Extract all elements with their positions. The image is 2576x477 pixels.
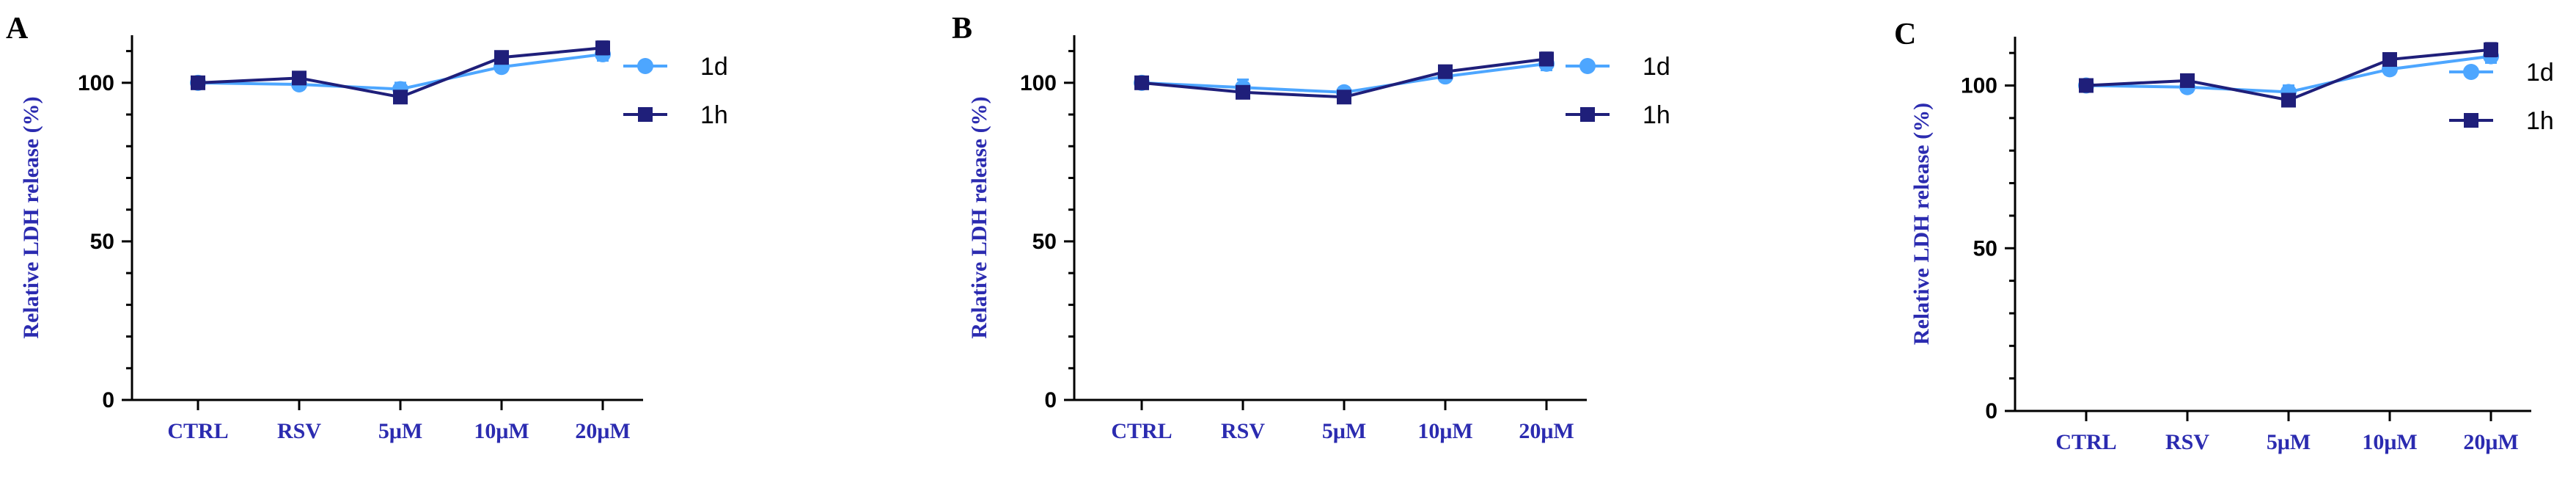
y-tick-label: 0	[1985, 399, 1997, 423]
x-tick-label: 10μM	[2362, 430, 2417, 454]
x-tick-label: 5μM	[1322, 419, 1366, 443]
x-tick-label: 20μM	[2463, 430, 2518, 454]
y-tick-label: 100	[1961, 74, 1997, 98]
legend-label: 1h	[2526, 107, 2554, 135]
legend-item-1d: 1d	[1566, 53, 1670, 81]
x-tick-label: 10μM	[1417, 419, 1472, 443]
data-point-1h	[2484, 42, 2498, 57]
x-tick-label: RSV	[277, 419, 321, 443]
data-point-1h	[1438, 64, 1453, 79]
series-1h	[191, 40, 610, 105]
y-tick-label: 0	[1044, 388, 1057, 412]
data-point-1h	[1337, 90, 1351, 105]
chart-panel-b: B Relative LDH release (%) 0 50 100 CTRL RSV 5μ…	[952, 12, 1670, 443]
x-tick-label: 20μM	[1519, 419, 1574, 443]
data-point-1h	[1236, 84, 1250, 100]
y-axis-label: Relative LDH release (%)	[1909, 103, 1934, 345]
data-point-1h	[2180, 73, 2195, 88]
legend-label: 1d	[700, 53, 728, 81]
legend-label: 1h	[1643, 101, 1670, 129]
data-point-1h	[1539, 51, 1554, 67]
legend-swatch-marker	[2463, 64, 2479, 80]
data-point-1h	[595, 40, 610, 56]
legend-swatch-marker	[1580, 107, 1595, 122]
data-point-1h	[2281, 92, 2296, 108]
legend-item-1h: 1h	[1566, 101, 1670, 129]
data-point-1h	[292, 70, 307, 86]
x-tick-label: 20μM	[575, 419, 630, 443]
x-tick-label: 5μM	[378, 419, 422, 443]
y-tick-label: 100	[78, 71, 114, 95]
y-tick-label: 50	[1032, 230, 1057, 254]
x-tick-label: 10μM	[474, 419, 529, 443]
data-point-1h	[393, 90, 408, 105]
x-tick-label: RSV	[1221, 419, 1265, 443]
legend-item-1h: 1h	[2449, 107, 2554, 135]
legend-swatch-marker	[1579, 58, 1596, 74]
chart-panel-a: A Relative LDH release (%) 0 50 100 CTRL RSV 5μ…	[6, 12, 728, 443]
x-tick-label: CTRL	[167, 419, 228, 443]
data-point-1h	[191, 75, 205, 90]
legend-item-1h: 1h	[623, 101, 728, 129]
legend-label: 1d	[1643, 53, 1670, 81]
legend-swatch-marker	[2464, 113, 2478, 128]
legend-label: 1d	[2526, 59, 2554, 87]
panel-label: B	[952, 12, 972, 45]
legend-label: 1h	[700, 101, 728, 129]
panel-label: A	[6, 12, 29, 45]
y-tick-label: 0	[102, 388, 114, 412]
x-tick-label: CTRL	[1111, 419, 1172, 443]
data-point-1h	[1134, 75, 1149, 90]
panel-label: C	[1894, 18, 1916, 51]
y-tick-label: 50	[90, 230, 114, 254]
y-axis-label: Relative LDH release (%)	[19, 96, 43, 338]
y-axis-label: Relative LDH release (%)	[967, 96, 991, 338]
y-tick-label: 50	[1973, 236, 1997, 261]
legend-item-1d: 1d	[623, 53, 728, 81]
x-tick-label: CTRL	[2055, 430, 2116, 454]
data-point-1h	[494, 50, 509, 65]
chart-panel-c: C Relative LDH release (%) 0 50 100 CTRL RSV 5μ…	[1894, 18, 2554, 454]
series-1h	[2079, 42, 2498, 108]
data-point-1h	[2079, 78, 2094, 93]
data-point-1h	[2382, 52, 2397, 68]
x-tick-label: RSV	[2165, 430, 2209, 454]
y-tick-label: 100	[1020, 71, 1057, 95]
x-tick-label: 5μM	[2267, 430, 2311, 454]
series-1h	[1134, 51, 1554, 105]
legend-item-1d: 1d	[2449, 59, 2554, 87]
legend-swatch-marker	[638, 107, 653, 122]
legend-swatch-marker	[637, 58, 653, 74]
